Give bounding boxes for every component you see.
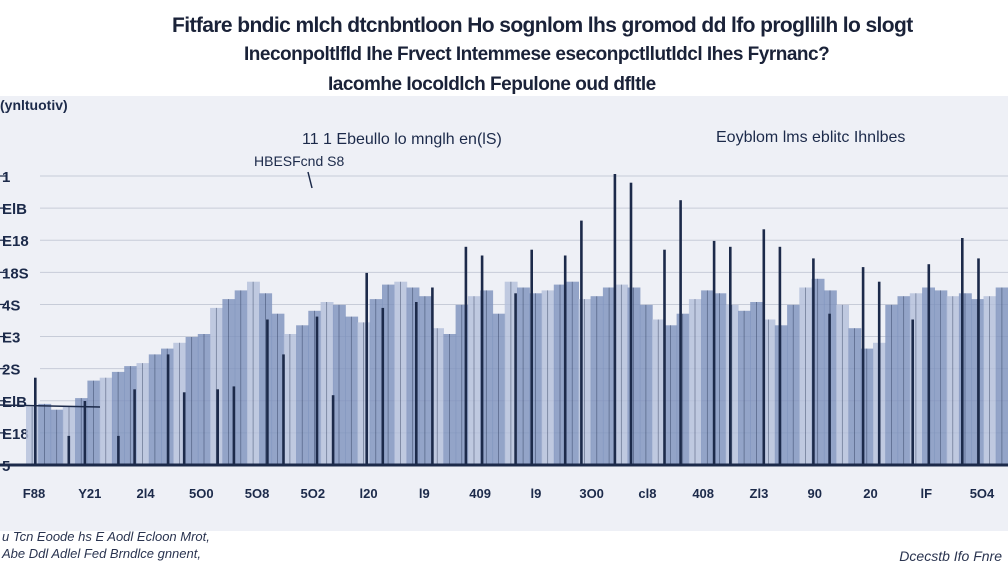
bar-spike (530, 249, 533, 465)
x-tick-label: 5O4 (970, 486, 995, 501)
x-tick-label: 2l4 (136, 486, 155, 501)
bar-block (345, 316, 359, 465)
footer-note-1: u Tcn Eoode hs E Aodl Ecloon Mrot, (2, 529, 210, 544)
bar-block (148, 354, 162, 465)
bar-spike (166, 354, 170, 465)
bar-spike (117, 435, 120, 465)
bar-block (480, 290, 494, 465)
bar-spike (182, 392, 186, 466)
bar-spike (83, 401, 87, 465)
y-tick-label: 18S (2, 265, 29, 282)
bar-spike (861, 267, 865, 465)
bar-spike (629, 182, 633, 465)
chart-canvas: 1ElBE1818S4SE32SElBE185(ynltuotiv)11 1 E… (0, 97, 1008, 501)
annotation-label: HBESFcnd S8 (254, 153, 344, 169)
x-tick-label: l9 (530, 486, 541, 501)
bar-spike (977, 258, 980, 465)
bar-spike (812, 258, 815, 465)
bar-spike (762, 229, 766, 465)
bar-spike (282, 354, 285, 465)
bar-spike (911, 319, 914, 465)
bar-spike (315, 316, 319, 465)
y-tick-label: ElB (2, 394, 27, 411)
y-tick-label: 4S (2, 297, 20, 314)
bar-spike (729, 246, 732, 466)
bar-block (615, 284, 629, 465)
bar-block (688, 299, 702, 465)
x-tick-label: 5O2 (301, 486, 326, 501)
x-tick-label: 20 (863, 486, 877, 501)
bar-spike (266, 319, 269, 465)
footer-note-2: Abe Ddl Adlel Fed Brndlce gnnent, (2, 546, 201, 561)
x-tick-label: l20 (360, 486, 378, 501)
bar-spike (514, 293, 517, 465)
x-tick-label: 5O0 (189, 486, 214, 501)
bar-spike (34, 377, 37, 465)
bar-spike (563, 255, 567, 465)
x-tick-label: 409 (469, 486, 491, 501)
bar-spike (712, 240, 716, 465)
bar-spike (877, 281, 881, 465)
bar-spike (232, 386, 236, 465)
bar-spike (663, 249, 666, 465)
bar-spike (580, 220, 583, 465)
x-tick-label: F88 (23, 486, 45, 501)
bar-spike (365, 272, 368, 465)
bar-spike (828, 313, 831, 465)
y-tick-label: E18 (2, 426, 29, 443)
bar-block (934, 290, 948, 465)
x-tick-label: Zl3 (750, 486, 769, 501)
bar-block (185, 337, 199, 465)
x-tick-label: 3O0 (579, 486, 604, 501)
y-tick-label: 1 (2, 169, 10, 186)
chart-title-line-3: Iacomhe Iocoldlch Fepulone oud dfltle (328, 74, 656, 95)
bar-block (26, 406, 39, 465)
subtitle-right: Eoyblom lms eblitc Ihnlbes (716, 129, 905, 146)
footer-notes: u Tcn Eoode hs E Aodl Ecloon Mrot, Abe D… (2, 528, 210, 562)
bar-block (958, 293, 972, 465)
bar-spike (464, 246, 468, 466)
bar-block (627, 287, 641, 465)
bar-block (713, 293, 727, 465)
bar-spike (431, 287, 434, 465)
y-tick-label: ElB (2, 201, 27, 218)
bar-spike (331, 395, 335, 465)
chart-title-line-1: Fitfare bndic mlch dtcnbntloon Ho sognlo… (172, 14, 913, 37)
x-tick-label: Y21 (78, 486, 101, 501)
bar-spike (415, 302, 418, 465)
annotation-pointer (307, 171, 313, 189)
bar-spike (927, 264, 931, 465)
bar-block (369, 299, 383, 465)
bar-block (87, 380, 101, 465)
y-axis-label: (ynltuotiv) (0, 97, 68, 113)
y-tick-label: 2S (2, 362, 20, 379)
footer-source: Dcecstb Ifo Fnre (899, 548, 1002, 564)
x-tick-label: 5O8 (245, 486, 270, 501)
bar-block (725, 304, 739, 465)
bar-spike (961, 238, 964, 465)
bar-block (517, 287, 530, 465)
bar-spike (480, 255, 484, 465)
x-tick-label: 90 (807, 486, 821, 501)
bar-spike (67, 435, 71, 465)
bar-spike (133, 389, 136, 465)
y-tick-label: E3 (2, 330, 20, 347)
x-tick-label: 408 (692, 486, 714, 501)
subtitle-left: 11 1 Ebeullo lo mnglh en(lS) (302, 131, 502, 148)
bar-block (762, 319, 776, 465)
bar-block (983, 296, 997, 465)
x-tick-label: l9 (419, 486, 430, 501)
y-tick-label: E18 (2, 233, 29, 250)
bar-spike (778, 246, 782, 466)
chart-title-line-2: Ineconpoltlfld Ihe Frvect Intemmese esec… (244, 44, 830, 65)
bar-spike (381, 307, 385, 465)
bar-spike (613, 174, 617, 465)
bar-block (738, 310, 751, 465)
reference-line (0, 404, 101, 408)
bar-spike (216, 389, 219, 465)
x-tick-label: cl8 (638, 486, 656, 501)
x-tick-label: lF (920, 486, 932, 501)
chart-title: Fitfare bndic mlch dtcnbntloon Ho sognlo… (0, 0, 1008, 100)
bar-spike (679, 200, 682, 465)
